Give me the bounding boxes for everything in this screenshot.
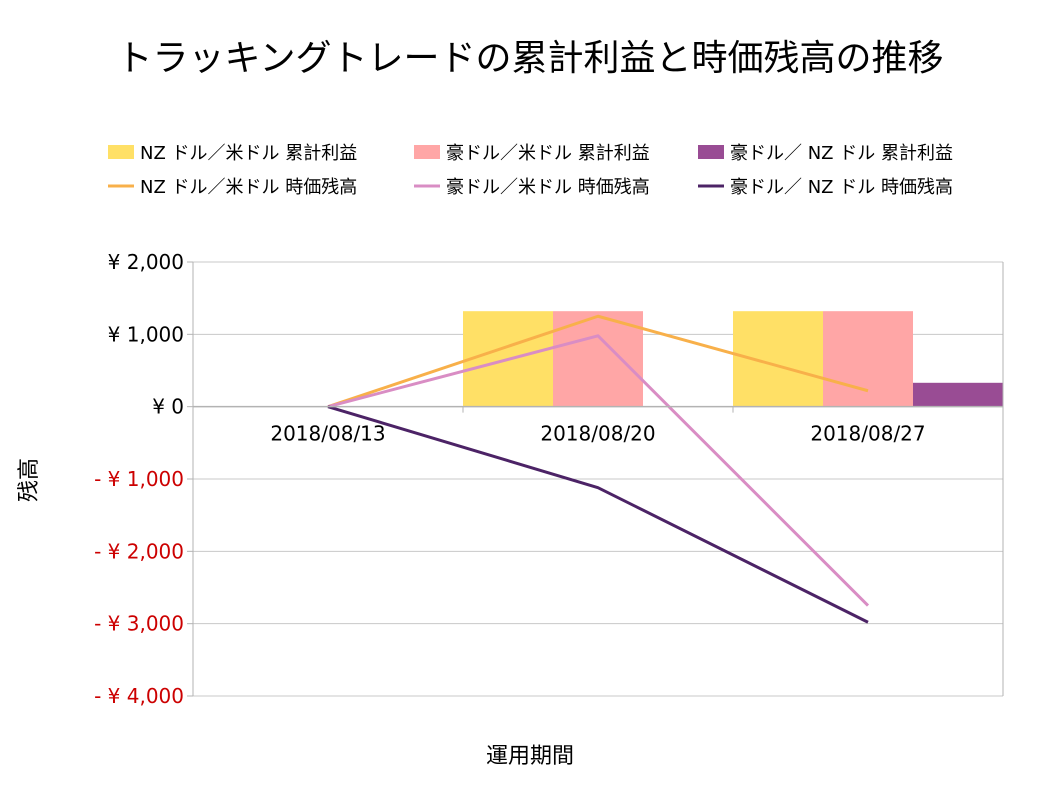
legend-label: NZ ドル／米ドル 時価残高: [140, 177, 357, 198]
x-tick-label: 2018/08/27: [810, 422, 925, 446]
series-line: [327, 314, 869, 409]
legend-swatch: [414, 145, 440, 159]
bars: [463, 311, 1003, 407]
legend-swatch: [108, 145, 134, 159]
x-tick-label: 2018/08/13: [270, 422, 385, 446]
bar: [823, 311, 913, 407]
legend-label: NZ ドル／米ドル 累計利益: [140, 143, 357, 164]
y-axis-title: 残高: [17, 458, 42, 502]
lines: [327, 314, 870, 624]
y-tick-label: ¥ 0: [152, 395, 184, 419]
y-tick-label: - ¥ 1,000: [94, 467, 184, 491]
y-tick-label: ¥ 2,000: [108, 250, 184, 274]
series-line: [327, 334, 870, 607]
y-tick-label: ¥ 1,000: [108, 322, 184, 346]
legend-label: 豪ドル／ NZ ドル 時価残高: [730, 177, 953, 198]
series-line: [327, 405, 869, 624]
y-tick-label: - ¥ 2,000: [94, 539, 184, 563]
legend-label: 豪ドル／ NZ ドル 累計利益: [730, 143, 953, 164]
bar: [913, 382, 1003, 407]
y-tick-labels: ¥ 2,000 ¥ 1,000 ¥ 0 - ¥ 1,000 - ¥ 2,000 - ¥ 3…: [94, 250, 184, 708]
x-tick-label: 2018/08/20: [540, 422, 655, 446]
legend-swatch: [698, 145, 724, 159]
axes: [187, 261, 1004, 697]
y-tick-label: - ¥ 4,000: [94, 684, 184, 708]
chart-title: トラッキングトレードの累計利益と時価残高の推移: [117, 38, 944, 79]
x-tick-labels: 2018/08/13 2018/08/20 2018/08/27: [270, 422, 925, 446]
y-tick-label: - ¥ 3,000: [94, 612, 184, 636]
legend: NZ ドル／米ドル 累計利益 豪ドル／米ドル 累計利益 豪ドル／ NZ ドル 累計利…: [108, 143, 953, 198]
legend-label: 豪ドル／米ドル 累計利益: [446, 143, 650, 164]
bar: [733, 311, 823, 407]
legend-label: 豪ドル／米ドル 時価残高: [446, 177, 650, 198]
x-axis-title: 運用期間: [486, 744, 574, 769]
